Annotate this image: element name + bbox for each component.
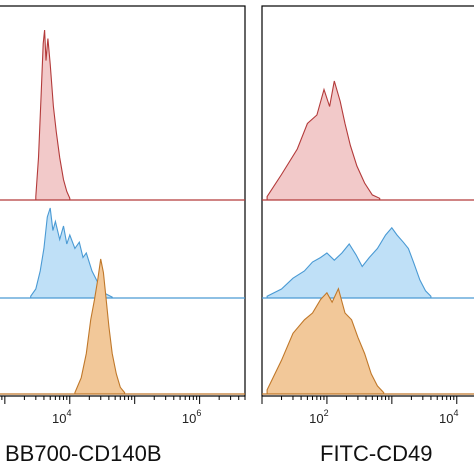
plot-frame — [0, 5, 246, 397]
histogram-outline-sample-1 — [266, 80, 381, 200]
histogram-fill-sample-1 — [267, 81, 380, 200]
histogram-outline-sample-1 — [35, 29, 71, 200]
histogram-outline-sample-3 — [266, 287, 385, 394]
tick-label: 104 — [439, 408, 458, 426]
histogram-outline-sample-2 — [30, 207, 113, 298]
tick-label: 102 — [309, 408, 328, 426]
x-axis-title: FITC-CD49 — [320, 441, 432, 466]
tick-label: 106 — [182, 408, 201, 426]
histogram-outline-sample-3 — [74, 258, 126, 394]
histogram-fill-sample-3 — [267, 288, 384, 394]
histogram-outline-sample-2 — [266, 226, 432, 298]
panel-cd49: 102 104 FITC-CD49 — [261, 5, 474, 466]
tick-label: 104 — [52, 408, 71, 426]
histogram-fill-sample-2 — [267, 227, 431, 298]
x-axis-title: BB700-CD140B — [5, 441, 162, 466]
panel-cd140b: 102104106BB700-CD140B — [0, 5, 246, 466]
histogram-fill-sample-1 — [35, 30, 70, 200]
histogram-fill-sample-2 — [30, 208, 113, 298]
histogram-fill-sample-3 — [74, 259, 125, 394]
